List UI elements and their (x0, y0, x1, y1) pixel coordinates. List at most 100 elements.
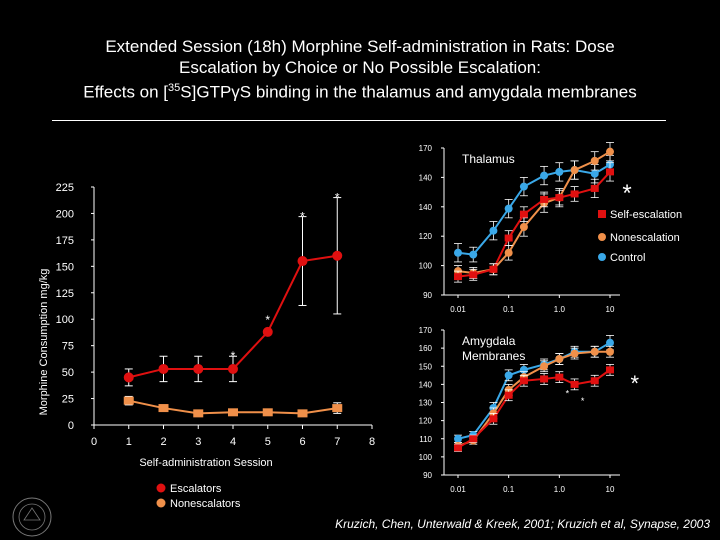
x-tick-label: 0.1 (503, 485, 515, 494)
data-point (193, 363, 204, 374)
data-point (519, 223, 528, 232)
citation: Kruzich, Chen, Unterwald & Kreek, 2001; … (335, 517, 710, 531)
data-point (540, 171, 549, 180)
panel-title: Amygdala Membranes (462, 334, 525, 363)
data-point (489, 265, 498, 273)
title-line-3: Effects on [35S]GTPγS binding in the tha… (83, 82, 637, 102)
y-tick-label: 200 (56, 208, 74, 220)
data-point (570, 190, 579, 198)
data-point (228, 363, 238, 374)
data-point (555, 167, 564, 176)
y-axis-label: Morphine Consumption mg/kg (38, 269, 50, 416)
data-point (606, 347, 614, 356)
x-tick-label: 0.01 (450, 305, 466, 314)
legend-marker-escalators (156, 483, 166, 493)
data-point (454, 444, 462, 452)
y-tick-label: 25 (62, 394, 74, 406)
significance-asterisk: * (231, 349, 236, 363)
data-point (590, 377, 599, 385)
series-line (457, 150, 611, 274)
data-point (504, 204, 513, 213)
data-point (606, 168, 614, 176)
data-point (540, 375, 549, 383)
panel-title-line: Membranes (462, 349, 525, 363)
x-tick-label: 6 (299, 436, 305, 448)
legend-marker (598, 210, 606, 218)
data-point (469, 435, 478, 443)
data-point (489, 226, 498, 235)
data-point (469, 250, 478, 259)
series-self-escalation (454, 364, 614, 452)
data-point (454, 434, 462, 443)
data-point (158, 363, 169, 374)
y-tick-label: 130 (419, 399, 433, 408)
data-point (297, 256, 308, 267)
y-tick-label: 140 (419, 380, 433, 389)
data-point (606, 338, 614, 347)
data-point (262, 408, 273, 417)
x-tick-label: 0.01 (450, 485, 466, 494)
data-point (469, 271, 478, 279)
data-point (570, 349, 579, 358)
data-point (262, 326, 273, 337)
data-point (454, 273, 462, 281)
y-tick-label: 125 (56, 288, 74, 300)
x-tick-label: 0.1 (503, 305, 515, 314)
title-line-1: Extended Session (18h) Morphine Self-adm… (105, 37, 615, 56)
data-point (555, 194, 564, 202)
data-point (504, 391, 513, 399)
x-tick-label: 8 (369, 436, 375, 448)
data-point (570, 380, 579, 388)
legend-label-nonescalators: Nonescalators (170, 498, 241, 510)
y-tick-label: 175 (56, 235, 74, 247)
panel-title: Thalamus (462, 152, 515, 166)
amygdala-chart: 90 100 110 120 130 140 150 160 170 0.01 0.1 1.0 10 Am… (419, 326, 640, 494)
dose-response-legend: Self-escalation Nonescalation Control (598, 209, 682, 264)
data-point (555, 355, 564, 363)
y-tick-label: 170 (419, 144, 433, 153)
y-tick-label: 75 (62, 341, 74, 353)
x-tick-label: 1 (126, 436, 132, 448)
data-point (123, 372, 134, 383)
x-tick-label: 10 (606, 305, 615, 314)
data-point (606, 147, 614, 156)
y-tick-label: 150 (56, 261, 74, 273)
x-tick-label: 2 (160, 436, 166, 448)
data-point (332, 404, 343, 413)
y-tick-label: 110 (419, 435, 432, 444)
x-tick-label: 10 (606, 485, 615, 494)
data-point (228, 408, 238, 417)
series-line (457, 163, 611, 256)
y-tick-label: 100 (419, 262, 433, 271)
data-point (504, 248, 513, 257)
series-line (457, 350, 610, 447)
data-point (590, 169, 599, 178)
data-point (489, 415, 498, 423)
title-underline (52, 120, 666, 121)
data-point (297, 409, 308, 418)
series-line (457, 171, 611, 278)
significance-asterisk: * (335, 191, 340, 205)
consumption-chart: 0 25 50 75 100 125 150 175 200 225 0 1 2 3 4 5 6 7 8 Self-a… (38, 182, 375, 510)
series-escalators (123, 197, 343, 387)
y-tick-label: 100 (419, 453, 433, 462)
y-tick-label: 120 (419, 417, 433, 426)
significance-asterisk: * (300, 210, 305, 224)
legend-label: Nonescalation (610, 232, 680, 244)
y-tick-label: 90 (423, 291, 432, 300)
data-point (519, 377, 528, 385)
data-point (570, 166, 579, 175)
y-tick-label: 225 (56, 182, 74, 194)
legend-label: Control (610, 252, 645, 264)
data-point (454, 248, 462, 257)
significance-asterisk: * (622, 180, 631, 207)
x-tick-label: 5 (265, 436, 271, 448)
data-point (590, 347, 599, 356)
legend-label: Self-escalation (610, 209, 682, 221)
data-point (540, 195, 549, 203)
series-nonescalators (123, 395, 343, 418)
y-tick-label: 0 (68, 420, 74, 432)
significance-asterisk: * (265, 313, 270, 327)
